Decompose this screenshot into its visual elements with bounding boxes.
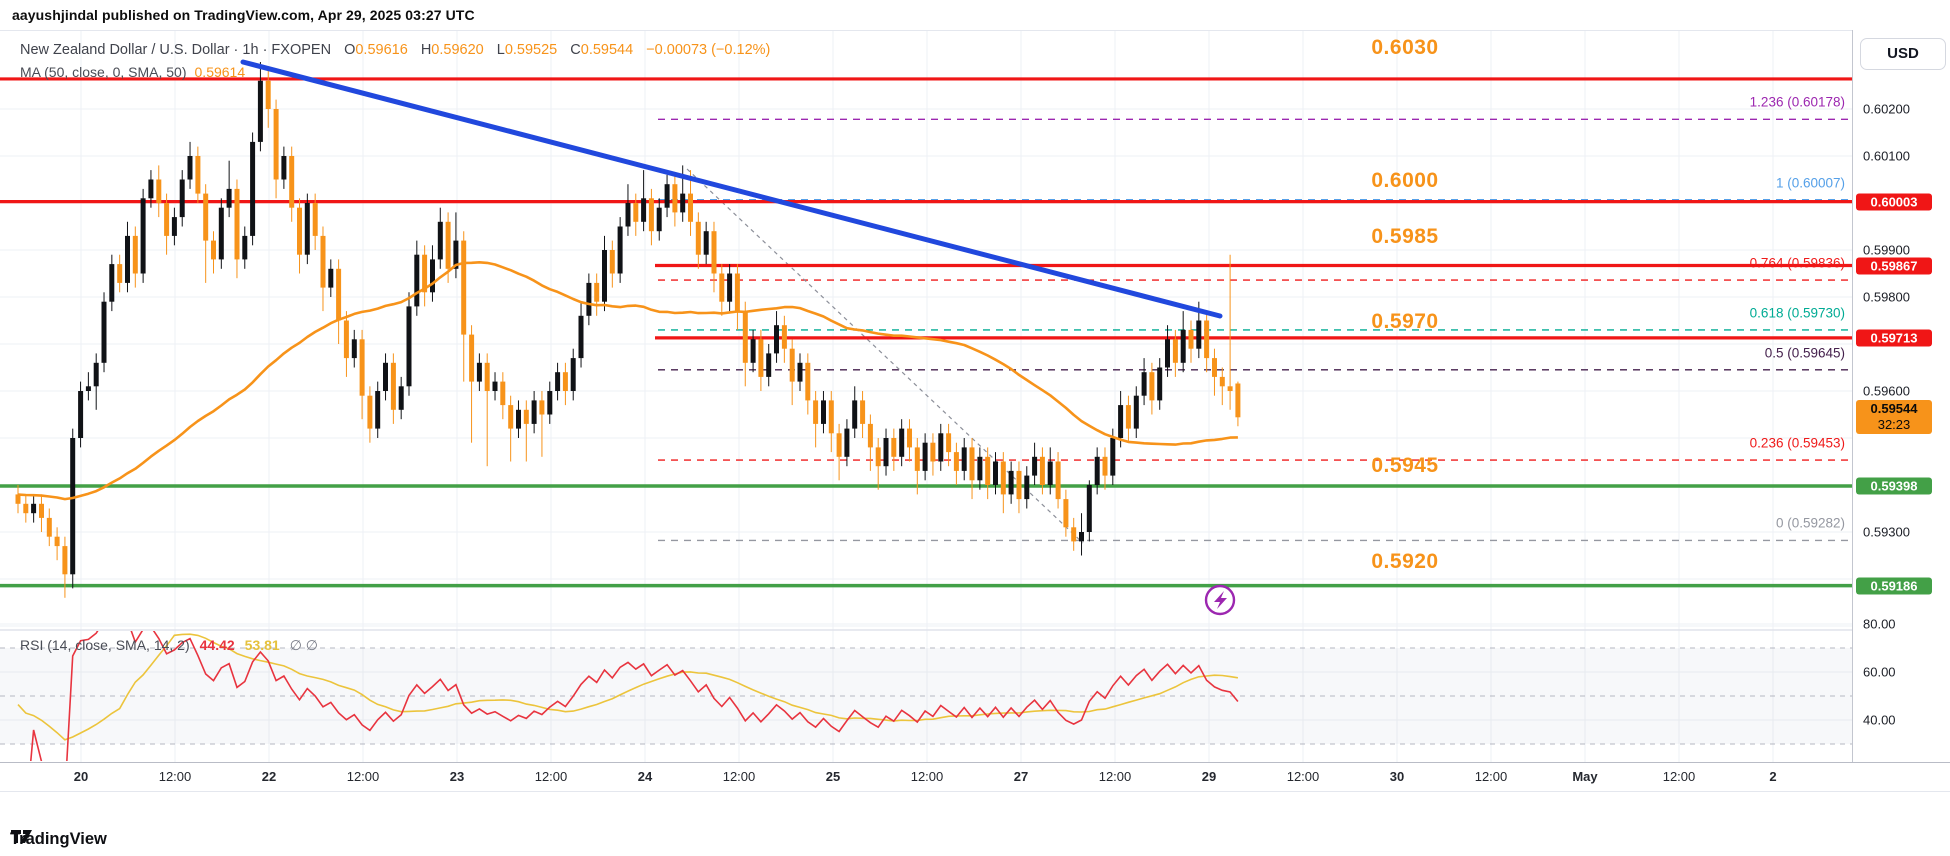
rsi-tick-label: 40.00 (1863, 712, 1896, 728)
tradingview-logo-icon (11, 830, 32, 843)
time-tick-label: 20 (73, 769, 89, 784)
rsi-line (29, 631, 1239, 761)
price-tick-label: 0.60200 (1863, 101, 1910, 117)
ma-value: 0.59614 (194, 64, 246, 80)
fib-level-label: 1.236 (0.60178) (1749, 94, 1845, 110)
lightning-icon[interactable] (1204, 584, 1236, 616)
symbol-title: New Zealand Dollar / U.S. Dollar · 1h · … (20, 42, 332, 58)
time-tick-label: 12:00 (346, 769, 380, 784)
price-tick-label: 0.60100 (1863, 148, 1910, 164)
ma-label: MA (50, close, 0, SMA, 50) (20, 64, 187, 80)
ma50-line[interactable] (17, 260, 1238, 501)
rsi-value: 44.42 (199, 637, 235, 653)
rsi-label: RSI (14, close, SMA, 14, 2) (20, 637, 190, 653)
rsi-tick-label: 80.00 (1863, 616, 1896, 632)
time-tick-label: 27 (1013, 769, 1029, 784)
symbol-legend[interactable]: New Zealand Dollar / U.S. Dollar · 1h · … (20, 42, 770, 58)
price-level-label: 0.5920 (1371, 550, 1439, 573)
change-value: −0.00073 (−0.12%) (646, 42, 771, 58)
time-tick-label: 12:00 (910, 769, 944, 784)
price-badge-0.59544: 0.59544 32:23 (1856, 400, 1932, 435)
time-tick-label: 2 (1769, 769, 1777, 784)
price-axis[interactable]: USD 0.60200 0.60100 0.59900 0.59800 0.59600 0… (1852, 30, 1950, 762)
rsi-signal-value: 53.81 (244, 637, 280, 653)
candlestick-series[interactable] (15, 62, 1241, 598)
time-tick-label: 12:00 (1286, 769, 1320, 784)
ma-indicator-legend[interactable]: MA (50, close, 0, SMA, 50) 0.59614 (20, 64, 245, 80)
time-tick-label: 30 (1389, 769, 1405, 784)
low-label: L (496, 42, 505, 58)
support-lines[interactable] (0, 484, 1852, 588)
time-tick-label: 22 (261, 769, 277, 784)
open-label: O (344, 42, 356, 58)
bar-countdown: 32:23 (1877, 417, 1911, 433)
open-value: 0.59616 (355, 42, 408, 58)
time-tick-label: 24 (637, 769, 653, 784)
time-tick-label: 25 (825, 769, 841, 784)
time-tick-label: 12:00 (158, 769, 192, 784)
fib-level-label: 0 (0.59282) (1775, 515, 1845, 531)
time-tick-label: 23 (449, 769, 465, 784)
price-tick-label: 0.59900 (1863, 242, 1910, 258)
time-axis[interactable]: 20 12:00 22 12:00 23 12:00 24 12:00 25 12:00 27 12:… (0, 762, 1950, 792)
price-badge-0.60003: 0.60003 (1856, 193, 1932, 211)
time-tick-label: 12:00 (722, 769, 756, 784)
attribution-text: aayushjindal published on TradingView.co… (12, 7, 475, 23)
rsi-indicator-legend[interactable]: RSI (14, close, SMA, 14, 2) 44.42 53.81 ∅ ∅ (20, 637, 318, 654)
time-tick-label: 12:00 (1098, 769, 1132, 784)
chart-frame-border (0, 30, 1950, 31)
high-label: H (420, 42, 432, 58)
time-tick-label: 12:00 (1474, 769, 1508, 784)
price-badge-0.59867: 0.59867 (1856, 257, 1932, 274)
fib-level-label: 0.618 (0.59730) (1749, 305, 1845, 321)
price-level-label: 0.5985 (1371, 225, 1439, 248)
fib-level-label: 0.236 (0.59453) (1749, 435, 1845, 451)
price-badge-0.59398: 0.59398 (1856, 477, 1932, 495)
low-value: 0.59525 (504, 42, 558, 58)
rsi-signal-line (17, 633, 1239, 741)
high-value: 0.59620 (431, 42, 484, 58)
tradingview-logo[interactable]: TradingView (10, 826, 107, 852)
time-tick-label: 29 (1201, 769, 1217, 784)
time-tick-label: May (1572, 769, 1598, 784)
time-tick-label: 12:00 (1662, 769, 1696, 784)
rsi-tick-label: 60.00 (1863, 664, 1896, 680)
rsi-empty-values: ∅ ∅ (289, 637, 318, 653)
price-tick-label: 0.59800 (1863, 289, 1910, 305)
fib-level-label: 1 (0.60007) (1775, 175, 1845, 191)
price-level-label: 0.5970 (1371, 310, 1439, 333)
price-badge-0.59186: 0.59186 (1856, 577, 1932, 595)
trendline[interactable] (240, 59, 1223, 319)
fib-retracement-levels[interactable] (658, 118, 1852, 542)
grid-vertical (80, 31, 1774, 762)
tradingview-logo-text: TradingView (10, 829, 107, 848)
close-label: C (570, 42, 581, 58)
price-level-label: 0.6030 (1371, 36, 1439, 59)
price-tick-label: 0.59600 (1863, 383, 1910, 399)
fib-level-label: 0.5 (0.59645) (1764, 345, 1845, 361)
price-level-label: 0.6000 (1371, 169, 1439, 192)
close-value: 0.59544 (580, 42, 634, 58)
attribution-bar: aayushjindal published on TradingView.co… (0, 0, 1950, 30)
price-tick-label: 0.59300 (1863, 524, 1910, 540)
fib-level-label: 0.764 (0.59836) (1749, 255, 1845, 271)
currency-toggle-button[interactable]: USD (1860, 38, 1946, 70)
price-badge-0.59713: 0.59713 (1856, 329, 1932, 347)
fib-baseline[interactable] (686, 168, 1084, 544)
time-tick-label: 12:00 (534, 769, 568, 784)
price-level-label: 0.5945 (1371, 454, 1439, 477)
